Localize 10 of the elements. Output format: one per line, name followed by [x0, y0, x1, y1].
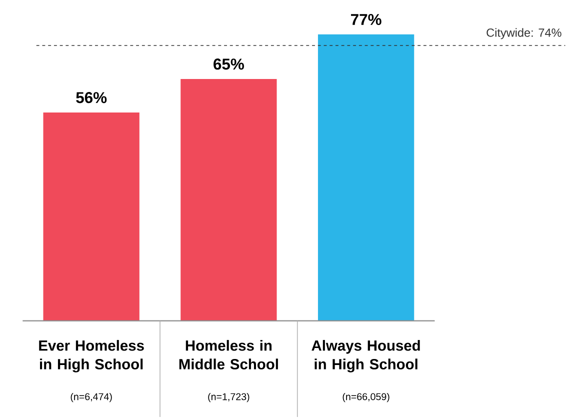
- data-label: 65%: [214, 58, 244, 70]
- x-tick-label: Homeless in Middle School: [179, 340, 278, 370]
- text: (n=6,474): [70, 392, 112, 402]
- data-label: 56%: [76, 92, 107, 104]
- x-tick-label: Ever Homeless in High School: [39, 340, 144, 372]
- data-label: 77%: [351, 14, 382, 26]
- x-tick-label: Always Housed in High School: [312, 340, 420, 372]
- ref-line-label: Citywide: 74%: [486, 28, 562, 40]
- text: (n=66,059): [342, 392, 390, 402]
- text: (n=1,723): [208, 392, 250, 402]
